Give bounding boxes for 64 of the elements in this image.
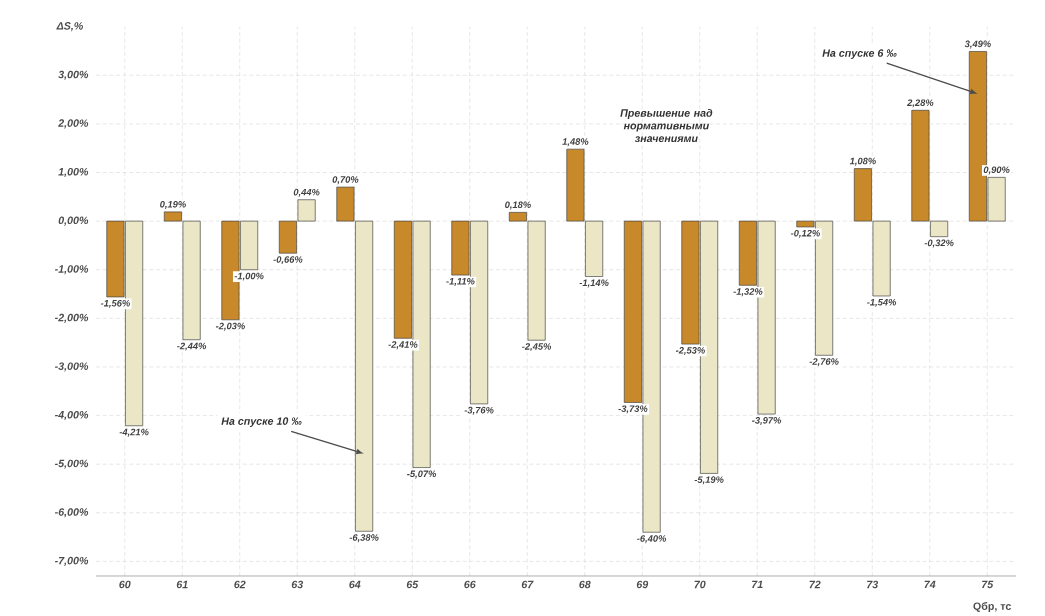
- x-tick-label: 62: [234, 580, 246, 589]
- x-tick-label: 69: [636, 580, 649, 589]
- data-label: -1,00%: [234, 272, 264, 281]
- y-tick-label: 3,00%: [58, 70, 89, 80]
- x-tick-label: 66: [464, 580, 476, 589]
- data-label: -0,12%: [790, 229, 820, 238]
- data-label: 1,48%: [562, 138, 589, 147]
- annotation: Превышение над нормативными значениями: [620, 108, 713, 143]
- x-tick-label: 64: [349, 580, 361, 589]
- data-label: 0,19%: [160, 201, 186, 209]
- x-tick-label: 65: [406, 580, 419, 589]
- x-tick-label: 72: [809, 580, 821, 589]
- x-tick-label: 70: [694, 580, 706, 589]
- y-tick-label: -7,00%: [54, 556, 89, 566]
- data-label: -2,53%: [675, 347, 705, 355]
- y-tick-label: -3,00%: [54, 362, 89, 372]
- data-label: -2,76%: [809, 358, 839, 367]
- data-label: -1,54%: [867, 298, 897, 307]
- y-tick-label: -2,00%: [54, 313, 89, 323]
- data-label: -2,45%: [522, 343, 552, 352]
- data-label: 0,44%: [293, 188, 320, 197]
- data-label: -5,07%: [407, 470, 437, 479]
- x-tick-label: 67: [521, 580, 534, 589]
- data-label: 1,08%: [849, 157, 876, 166]
- x-tick-label: 68: [579, 580, 591, 589]
- data-label: 0,90%: [983, 166, 1010, 175]
- x-tick-label: 71: [752, 580, 763, 589]
- data-label: 0,18%: [505, 201, 531, 210]
- data-label: -1,32%: [733, 288, 763, 297]
- data-label: -3,76%: [464, 406, 494, 415]
- y-tick-label: 1,00%: [58, 167, 89, 178]
- data-label: -5,19%: [694, 476, 724, 485]
- data-label: -0,32%: [924, 239, 954, 248]
- x-tick-label: 61: [176, 580, 188, 589]
- data-label: 0,70%: [332, 176, 359, 185]
- y-tick-label: -5,00%: [54, 459, 89, 469]
- x-tick-label: 63: [291, 580, 304, 589]
- y-tick-label: -1,00%: [54, 265, 89, 275]
- data-label: -6,40%: [637, 535, 667, 544]
- y-axis-title: ΔS,%: [56, 22, 83, 32]
- text: На спуске 10 ‰: [221, 417, 302, 428]
- data-label: -1,56%: [100, 299, 130, 308]
- x-tick-label: 60: [119, 580, 131, 589]
- data-label: -1,14%: [579, 279, 609, 288]
- data-label: -2,44%: [177, 342, 207, 351]
- y-tick-label: 0,00%: [58, 216, 89, 226]
- x-axis-title: Qбр, тс: [973, 602, 1011, 613]
- x-tick-label: 74: [924, 580, 936, 589]
- text: На спуске 6 ‰: [822, 49, 897, 59]
- y-tick-label: -4,00%: [54, 411, 89, 421]
- data-label: -6,38%: [349, 534, 379, 543]
- x-tick-label: 75: [982, 580, 994, 589]
- data-label: -4,21%: [119, 428, 149, 437]
- data-label: -3,73%: [618, 405, 648, 414]
- x-tick-label: 73: [867, 580, 879, 589]
- y-tick-label: -6,00%: [54, 508, 89, 518]
- data-label: 3,49%: [964, 40, 991, 49]
- data-label: -2,41%: [388, 341, 418, 350]
- data-label: 2,28%: [907, 99, 934, 108]
- data-label: -0,66%: [273, 256, 303, 265]
- y-tick-label: 2,00%: [58, 119, 89, 129]
- data-label: -2,03%: [215, 322, 245, 331]
- data-label: -3,97%: [752, 417, 782, 425]
- data-label: -1,11%: [446, 278, 475, 286]
